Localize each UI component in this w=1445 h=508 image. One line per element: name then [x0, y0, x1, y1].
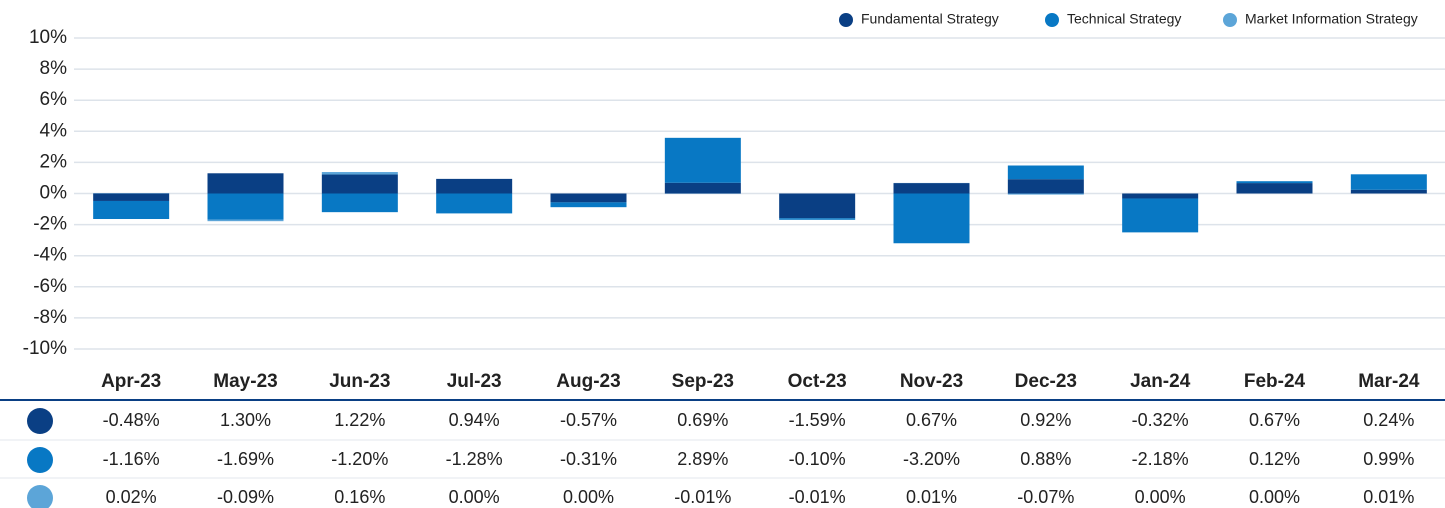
x-tick-label: Jul-23	[447, 371, 502, 392]
legend-label: Technical Strategy	[1067, 11, 1181, 27]
bar	[321, 193, 398, 213]
table-cell: -0.01%	[674, 487, 731, 507]
bar	[779, 193, 856, 219]
table-cell: -1.20%	[331, 449, 388, 469]
bar	[1007, 179, 1084, 194]
table-cell: -0.01%	[789, 487, 846, 507]
table-cell: -0.32%	[1132, 410, 1189, 430]
bar	[1007, 193, 1084, 195]
table-cell: -1.28%	[446, 449, 503, 469]
y-tick-label: -4%	[33, 245, 67, 266]
y-tick-label: 10%	[29, 27, 67, 48]
legend-label: Fundamental Strategy	[861, 11, 999, 27]
x-tick-label: Jun-23	[329, 371, 390, 392]
y-tick-label: 8%	[40, 58, 68, 79]
bar	[1007, 165, 1084, 180]
table-cell: 0.00%	[1135, 487, 1186, 507]
y-tick-label: -8%	[33, 307, 67, 328]
x-tick-label: Aug-23	[556, 371, 620, 392]
bar	[1236, 181, 1313, 184]
y-tick-label: 2%	[40, 151, 68, 172]
bar	[1350, 189, 1427, 194]
y-tick-label: -6%	[33, 276, 67, 297]
bar	[436, 193, 513, 214]
bar	[321, 172, 398, 175]
bar	[207, 173, 284, 194]
x-tick-label: Mar-24	[1358, 371, 1420, 392]
table-cell: 1.30%	[220, 410, 271, 430]
table-cell: -0.31%	[560, 449, 617, 469]
table-cell: 0.01%	[906, 487, 957, 507]
table-cell: -1.69%	[217, 449, 274, 469]
bar	[1122, 193, 1199, 199]
bar	[93, 193, 170, 201]
bar	[93, 200, 170, 220]
bar	[550, 193, 627, 203]
table-cell: 2.89%	[677, 449, 728, 469]
table-cell: 1.22%	[334, 410, 385, 430]
legend-marker	[839, 13, 853, 27]
table-cell: 0.16%	[334, 487, 385, 507]
table-cell: -0.09%	[217, 487, 274, 507]
table-cell: -3.20%	[903, 449, 960, 469]
row-marker	[27, 408, 53, 434]
legend-marker	[1045, 13, 1059, 27]
table-cell: -0.48%	[103, 410, 160, 430]
y-tick-label: -2%	[33, 214, 67, 235]
y-tick-label: -10%	[23, 338, 67, 359]
bar	[207, 219, 284, 222]
table-cell: -2.18%	[1132, 449, 1189, 469]
bar	[1236, 183, 1313, 194]
legend-label: Market Information Strategy	[1245, 11, 1418, 27]
table-cell: 0.94%	[449, 410, 500, 430]
table-cell: 0.00%	[1249, 487, 1300, 507]
row-marker	[27, 447, 53, 473]
bar	[779, 218, 856, 220]
table-cell: 0.99%	[1363, 449, 1414, 469]
table-cell: -0.07%	[1017, 487, 1074, 507]
table-cell: -1.59%	[789, 410, 846, 430]
table-cell: 0.24%	[1363, 410, 1414, 430]
table-cell: 0.12%	[1249, 449, 1300, 469]
table-cell: 0.69%	[677, 410, 728, 430]
x-tick-label: Feb-24	[1244, 371, 1306, 392]
x-tick-label: Dec-23	[1015, 371, 1077, 392]
y-tick-label: 4%	[40, 120, 68, 141]
bar	[664, 137, 741, 183]
x-tick-label: May-23	[213, 371, 277, 392]
bar	[436, 178, 513, 194]
x-tick-label: Nov-23	[900, 371, 963, 392]
table-cell: 0.88%	[1020, 449, 1071, 469]
x-tick-label: Jan-24	[1130, 371, 1191, 392]
table-cell: -0.10%	[789, 449, 846, 469]
x-tick-label: Sep-23	[672, 371, 734, 392]
bar	[207, 193, 284, 220]
table-cell: 0.02%	[106, 487, 157, 507]
bar	[1122, 198, 1199, 233]
bar	[321, 174, 398, 194]
bar	[550, 202, 627, 208]
table-cell: 0.67%	[1249, 410, 1300, 430]
bar	[664, 182, 741, 194]
bar	[893, 183, 970, 194]
table-cell: -1.16%	[103, 449, 160, 469]
y-tick-label: 6%	[40, 89, 68, 110]
x-tick-label: Apr-23	[101, 371, 161, 392]
table-cell: -0.57%	[560, 410, 617, 430]
bar	[1350, 174, 1427, 190]
row-marker	[27, 485, 53, 508]
table-cell: 0.01%	[1363, 487, 1414, 507]
legend-marker	[1223, 13, 1237, 27]
bar	[893, 193, 970, 244]
x-tick-label: Oct-23	[788, 371, 847, 392]
table-cell: 0.00%	[563, 487, 614, 507]
table-cell: 0.00%	[449, 487, 500, 507]
table-cell: 0.67%	[906, 410, 957, 430]
y-tick-label: 0%	[40, 183, 68, 204]
table-cell: 0.92%	[1020, 410, 1071, 430]
